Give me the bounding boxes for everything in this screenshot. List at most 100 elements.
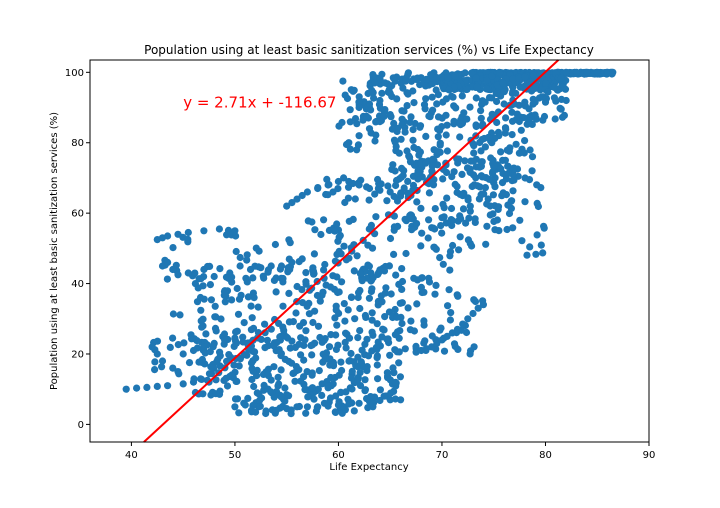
- scatter-point: [233, 327, 241, 335]
- scatter-point: [270, 363, 278, 371]
- scatter-point: [233, 284, 241, 293]
- scatter-point: [347, 293, 356, 301]
- scatter-point: [331, 227, 339, 235]
- scatter-point: [367, 269, 375, 277]
- scatter-point: [304, 217, 312, 225]
- scatter-point: [442, 111, 450, 119]
- scatter-point: [340, 174, 348, 182]
- scatter-point: [445, 86, 453, 94]
- scatter-point: [321, 260, 329, 269]
- scatter-point: [389, 161, 397, 169]
- scatter-point: [382, 284, 390, 292]
- scatter-point: [458, 92, 466, 100]
- scatter-point: [523, 251, 531, 259]
- scatter-point: [260, 381, 268, 389]
- scatter-point: [334, 177, 342, 186]
- scatter-point: [410, 99, 418, 107]
- scatter-point: [158, 357, 167, 365]
- scatter-point: [398, 121, 406, 129]
- scatter-point: [473, 83, 481, 91]
- scatter-point: [454, 345, 462, 353]
- scatter-point: [351, 315, 359, 323]
- scatter-point: [412, 75, 420, 83]
- scatter-point: [461, 157, 469, 165]
- scatter-point: [293, 195, 301, 203]
- scatter-point: [525, 117, 533, 125]
- x-tick-label: 90: [643, 450, 656, 461]
- scatter-point: [502, 114, 510, 122]
- x-tick-label: 70: [436, 450, 449, 461]
- scatter-point: [368, 328, 376, 336]
- scatter-point: [425, 112, 433, 120]
- scatter-point: [311, 226, 319, 234]
- scatter-point: [402, 77, 410, 85]
- scatter-point: [488, 139, 496, 147]
- scatter-point: [179, 350, 187, 358]
- scatter-point: [250, 382, 258, 391]
- scatter-point: [262, 407, 270, 415]
- scatter-point: [558, 113, 567, 121]
- scatter-point: [371, 79, 379, 87]
- scatter-point: [304, 393, 312, 401]
- scatter-point: [169, 364, 177, 372]
- scatter-point: [271, 240, 279, 249]
- scatter-point: [390, 223, 398, 231]
- scatter-point: [425, 274, 433, 282]
- scatter-point: [373, 354, 381, 362]
- scatter-point: [351, 115, 360, 123]
- scatter-point: [341, 317, 349, 325]
- scatter-point: [225, 351, 233, 359]
- scatter-point: [270, 342, 278, 350]
- scatter-points: [122, 68, 617, 418]
- scatter-point: [493, 216, 501, 224]
- scatter-point: [470, 171, 478, 179]
- scatter-point: [422, 159, 430, 167]
- scatter-point: [338, 118, 346, 127]
- scatter-point: [458, 170, 466, 178]
- scatter-point: [320, 216, 328, 224]
- scatter-point: [413, 198, 421, 206]
- scatter-point: [400, 107, 408, 115]
- scatter-point: [310, 395, 318, 403]
- scatter-point: [483, 200, 491, 208]
- scatter-point: [365, 100, 374, 108]
- scatter-point: [314, 385, 322, 393]
- scatter-point: [200, 265, 208, 274]
- scatter-point: [395, 149, 403, 157]
- scatter-point: [274, 373, 282, 381]
- scatter-point: [318, 391, 326, 399]
- scatter-point: [235, 409, 243, 417]
- scatter-point: [356, 304, 364, 313]
- scatter-point: [350, 407, 358, 415]
- scatter-point: [335, 247, 343, 255]
- scatter-point: [416, 148, 424, 156]
- scatter-point: [344, 306, 352, 314]
- scatter-point: [276, 333, 284, 341]
- scatter-point: [532, 250, 540, 258]
- scatter-point: [307, 342, 315, 350]
- scatter-point: [593, 68, 601, 76]
- scatter-point: [521, 98, 529, 106]
- scatter-point: [496, 69, 504, 77]
- scatter-point: [373, 320, 381, 328]
- scatter-point: [314, 184, 322, 193]
- scatter-point: [406, 326, 414, 334]
- scatter-point: [444, 302, 452, 310]
- scatter-point: [370, 94, 378, 102]
- scatter-point: [342, 388, 350, 396]
- scatter-point: [466, 207, 474, 215]
- scatter-point: [432, 245, 440, 253]
- regression-line-group: [143, 59, 560, 443]
- scatter-point: [254, 303, 262, 311]
- scatter-point: [556, 104, 564, 112]
- scatter-point: [298, 255, 306, 263]
- scatter-point: [153, 350, 161, 358]
- scatter-point: [376, 396, 384, 405]
- scatter-point: [206, 281, 214, 289]
- scatter-point: [153, 382, 161, 390]
- scatter-point: [239, 338, 247, 346]
- scatter-point: [439, 260, 447, 268]
- scatter-point: [446, 266, 454, 274]
- scatter-point: [443, 121, 451, 129]
